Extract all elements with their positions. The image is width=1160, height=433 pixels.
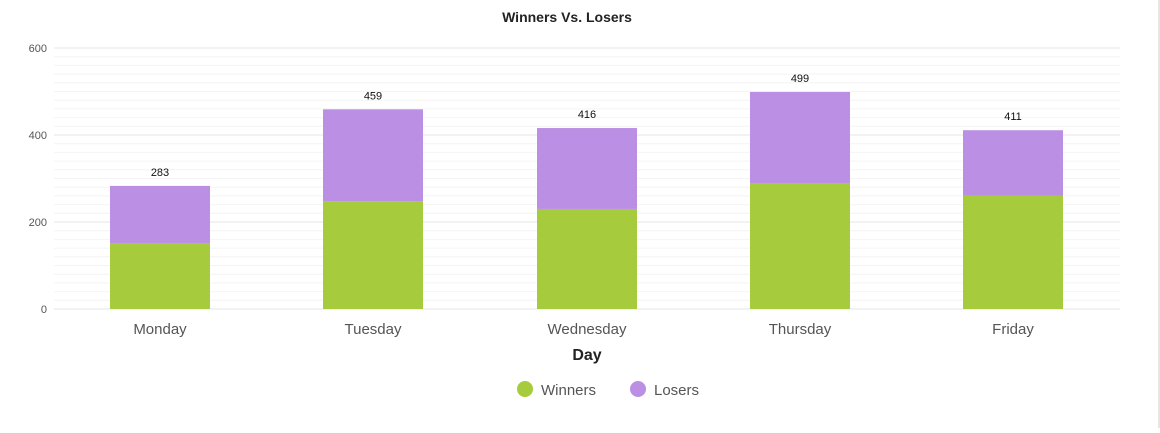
total-label: 499 <box>791 73 809 85</box>
x-tick-label: Tuesday <box>345 321 402 338</box>
bar-winners-wednesday[interactable] <box>537 208 637 309</box>
x-tick-label: Monday <box>133 321 187 338</box>
legend-label: Winners <box>541 382 596 399</box>
bar-losers-thursday[interactable] <box>750 91 850 184</box>
frame-edge <box>1158 0 1160 428</box>
legend-label: Losers <box>654 382 699 399</box>
x-tick-label: Friday <box>992 321 1034 338</box>
bar-losers-wednesday[interactable] <box>537 128 637 209</box>
x-axis-title: Day <box>572 347 601 364</box>
chart-title: Winners Vs. Losers <box>502 9 632 25</box>
total-label: 411 <box>1004 111 1022 123</box>
legend-item-winners[interactable]: Winners <box>517 381 596 399</box>
bars: 283 459 416 499 411 <box>110 73 1063 309</box>
x-tick-label: Thursday <box>769 321 832 338</box>
legend-item-losers[interactable]: Losers <box>630 381 699 399</box>
total-label: 283 <box>151 167 169 179</box>
bar-winners-thursday[interactable] <box>750 183 850 309</box>
bar-losers-tuesday[interactable] <box>323 109 423 202</box>
legend-marker-icon <box>630 381 646 397</box>
bar-losers-friday[interactable] <box>963 130 1063 196</box>
legend-marker-icon <box>517 381 533 397</box>
legend: Winners Losers <box>517 381 699 399</box>
total-label: 459 <box>364 90 382 102</box>
y-tick-label: 0 <box>41 304 47 316</box>
y-tick-label: 600 <box>29 43 47 55</box>
bar-winners-monday[interactable] <box>110 243 210 309</box>
total-label: 416 <box>578 109 596 121</box>
y-tick-label: 200 <box>29 217 47 229</box>
x-axis-ticks: Monday Tuesday Wednesday Thursday Friday <box>133 321 1034 338</box>
bar-losers-monday[interactable] <box>110 185 210 244</box>
bar-winners-friday[interactable] <box>963 195 1063 309</box>
bar-winners-tuesday[interactable] <box>323 201 423 309</box>
y-tick-label: 400 <box>29 130 47 142</box>
x-tick-label: Wednesday <box>548 321 627 338</box>
y-axis-ticks: 0 200 400 600 <box>29 43 47 316</box>
